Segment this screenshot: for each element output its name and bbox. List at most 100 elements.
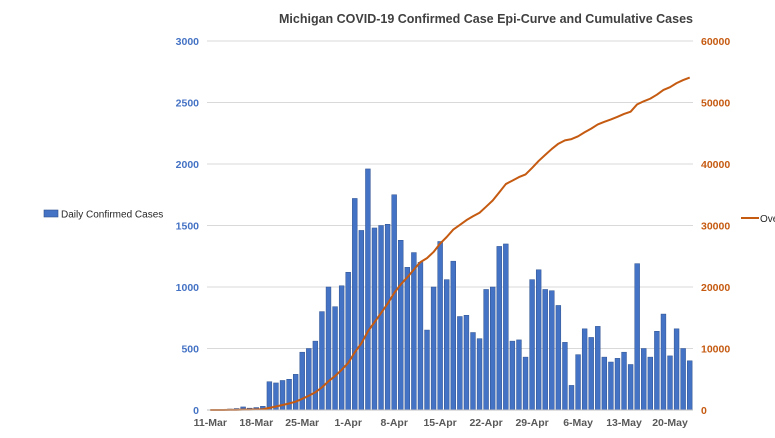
- bar: [266, 381, 273, 411]
- x-tick-label: 25-Mar: [285, 417, 319, 429]
- bar: [621, 351, 627, 411]
- y-right-tick-label: 40000: [701, 159, 730, 171]
- bar: [424, 329, 430, 411]
- bar: [437, 241, 443, 411]
- bar: [312, 340, 319, 411]
- bar: [457, 316, 463, 411]
- bar: [358, 230, 365, 411]
- line-series: [210, 76, 691, 411]
- legend-bar-swatch: [43, 209, 59, 218]
- legend-bar-label: Daily Confirmed Cases: [61, 210, 163, 221]
- y-right-tick-label: 20000: [701, 282, 730, 294]
- bar: [522, 356, 529, 411]
- y-axis-right: 0 10000 20000 30000 40000 50000 60000: [701, 36, 730, 417]
- bar: [417, 262, 424, 411]
- bar: [555, 305, 562, 411]
- bar: [299, 351, 305, 411]
- y-left-tick-label: 2000: [176, 159, 200, 171]
- bar: [614, 358, 621, 411]
- bar: [476, 338, 483, 411]
- bar: [325, 286, 332, 411]
- bar: [588, 337, 594, 411]
- bar: [595, 326, 601, 411]
- chart-title: Michigan COVID-19 Confirmed Case Epi-Cur…: [279, 12, 693, 26]
- bar: [430, 286, 437, 411]
- bar: [575, 354, 581, 411]
- bar: [601, 356, 608, 411]
- bar: [352, 198, 358, 411]
- legend-bar: Daily Confirmed Cases: [43, 209, 163, 221]
- x-tick-label: 6-May: [563, 417, 593, 429]
- bar: [470, 332, 476, 411]
- bar: [673, 328, 680, 411]
- bar: [483, 289, 489, 411]
- y-left-tick-label: 3000: [176, 36, 200, 48]
- bar: [503, 243, 509, 411]
- bar: [306, 348, 312, 411]
- bar: [568, 385, 575, 411]
- bar: [647, 356, 653, 411]
- bar: [667, 355, 673, 411]
- bar: [562, 342, 568, 411]
- bar: [509, 340, 516, 411]
- gridlines: [207, 40, 693, 411]
- bar: [581, 328, 588, 411]
- y-left-tick-label: 2500: [176, 98, 200, 110]
- x-tick-label: 11-Mar: [194, 417, 227, 429]
- legend-line-label: Ove: [760, 214, 775, 225]
- bar: [319, 311, 325, 411]
- bar: [332, 306, 338, 411]
- bar: [680, 348, 686, 411]
- bar: [627, 364, 634, 411]
- bar-series: [207, 168, 693, 411]
- x-tick-label: 15-Apr: [423, 417, 456, 429]
- y-right-tick-label: 10000: [701, 344, 730, 356]
- y-right-tick-label: 30000: [701, 221, 730, 233]
- bar: [496, 246, 502, 411]
- bar: [338, 285, 345, 411]
- bar: [450, 260, 456, 411]
- bar: [398, 240, 404, 411]
- bar: [549, 290, 555, 411]
- x-tick-label: 18-Mar: [239, 417, 273, 429]
- bar: [529, 279, 535, 411]
- y-left-tick-label: 1000: [176, 282, 200, 294]
- x-tick-label: 13-May: [606, 417, 642, 429]
- y-left-tick-label: 500: [181, 344, 199, 356]
- bar: [286, 379, 292, 411]
- y-left-tick-label: 1500: [176, 221, 200, 233]
- y-right-tick-label: 0: [701, 405, 707, 417]
- bar: [654, 331, 660, 411]
- x-tick-label: 22-Apr: [469, 417, 502, 429]
- bar: [384, 224, 391, 411]
- bar: [634, 263, 640, 411]
- bar: [516, 339, 522, 411]
- bar: [608, 361, 614, 411]
- y-axis-left: 0 500 1000 1500 2000 2500 3000: [176, 36, 200, 417]
- x-tick-label: 1-Apr: [334, 417, 361, 429]
- bar: [490, 286, 496, 411]
- bar: [660, 313, 667, 411]
- x-tick-label: 8-Apr: [380, 417, 407, 429]
- cumulative-line: [210, 76, 691, 411]
- y-right-tick-label: 50000: [701, 98, 730, 110]
- bar: [345, 271, 351, 411]
- bar: [378, 225, 384, 411]
- x-tick-label: 29-Apr: [515, 417, 548, 429]
- bar: [542, 289, 548, 411]
- y-right-tick-label: 60000: [701, 36, 730, 48]
- bar: [535, 269, 542, 411]
- bar: [391, 194, 397, 411]
- y-left-tick-label: 0: [193, 405, 199, 417]
- bar: [404, 267, 410, 411]
- bar: [463, 315, 470, 411]
- legend-line: Ove: [741, 214, 775, 225]
- x-tick-label: 20-May: [652, 417, 688, 429]
- bar: [365, 168, 371, 411]
- bar: [411, 252, 417, 411]
- bar: [444, 279, 450, 411]
- bar: [641, 348, 647, 411]
- bar: [292, 374, 299, 411]
- bar: [687, 360, 693, 411]
